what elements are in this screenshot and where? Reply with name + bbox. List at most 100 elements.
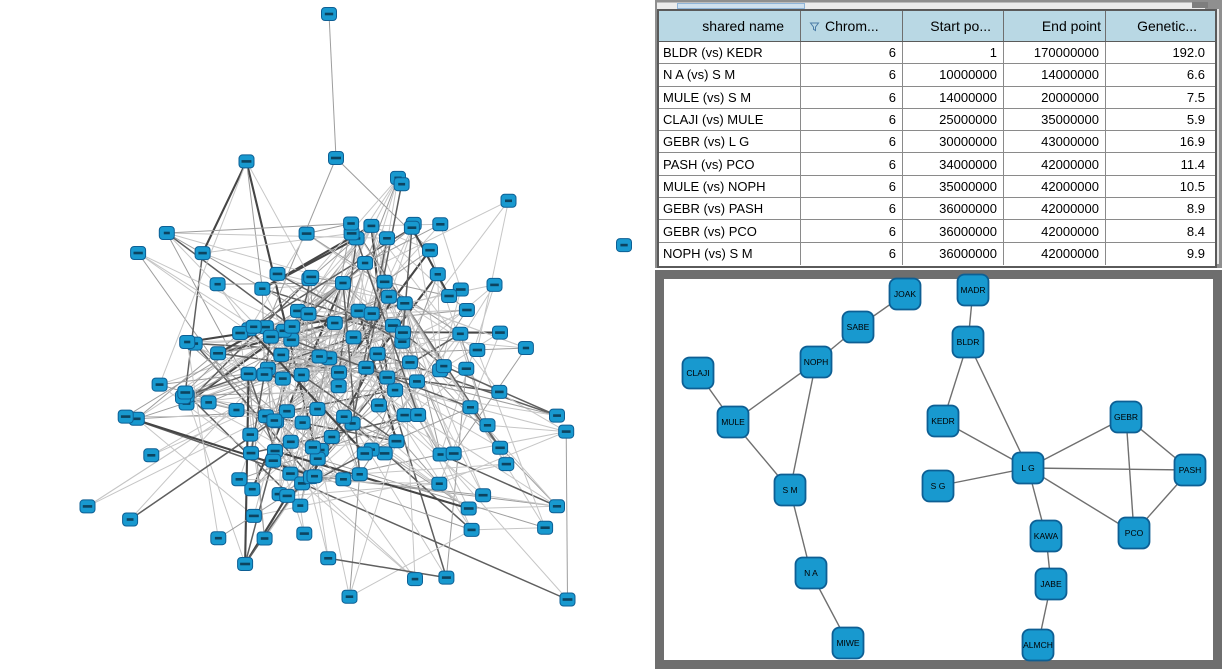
- column-header-0[interactable]: shared name: [659, 11, 801, 41]
- network-node[interactable]: [273, 347, 290, 362]
- network-node[interactable]: [122, 512, 139, 527]
- network-node[interactable]: [432, 217, 449, 232]
- table-cell[interactable]: 42000000: [1004, 198, 1106, 220]
- network-node[interactable]: [351, 467, 368, 482]
- network-node[interactable]: [245, 508, 262, 523]
- network-node[interactable]: [269, 266, 286, 281]
- node-jabe[interactable]: JABE: [1034, 567, 1068, 601]
- table-cell[interactable]: 36000000: [903, 220, 1004, 242]
- network-node[interactable]: [231, 472, 248, 487]
- table-cell[interactable]: 14000000: [903, 86, 1004, 108]
- table-cell[interactable]: 25000000: [903, 108, 1004, 131]
- network-node[interactable]: [293, 367, 310, 382]
- node-almch[interactable]: ALMCH: [1021, 628, 1055, 662]
- table-cell[interactable]: 5.9: [1186, 112, 1205, 128]
- node-bldr[interactable]: BLDR: [951, 325, 985, 359]
- network-node[interactable]: [335, 472, 352, 487]
- network-node[interactable]: [458, 303, 475, 317]
- network-node[interactable]: [407, 572, 423, 587]
- table-cell[interactable]: 6: [801, 153, 903, 175]
- network-node[interactable]: [479, 418, 496, 433]
- node-l-g[interactable]: L G: [1011, 451, 1045, 485]
- network-node[interactable]: [393, 177, 410, 192]
- network-node[interactable]: [304, 440, 321, 455]
- network-node[interactable]: [242, 427, 259, 442]
- network-node[interactable]: [492, 440, 509, 455]
- table-cell[interactable]: 8.4: [1186, 223, 1205, 239]
- table-cell[interactable]: 43000000: [1004, 131, 1106, 153]
- network-node[interactable]: [387, 383, 404, 398]
- network-node[interactable]: [200, 395, 217, 410]
- network-node[interactable]: [486, 277, 503, 292]
- network-node[interactable]: [549, 499, 565, 514]
- table-row[interactable]: BLDR (vs) KEDR 6 1 170000000 192.0: [659, 42, 1215, 65]
- node-kawa[interactable]: KAWA: [1029, 519, 1063, 553]
- network-node[interactable]: [151, 377, 168, 392]
- network-node[interactable]: [396, 296, 413, 311]
- network-node[interactable]: [274, 371, 291, 386]
- table-row[interactable]: GEBR (vs) PCO 6 36000000 42000000 8.4: [659, 220, 1215, 243]
- network-node[interactable]: [409, 374, 425, 389]
- network-node[interactable]: [279, 404, 295, 419]
- table-row[interactable]: GEBR (vs) PASH 6 36000000 42000000 8.9: [659, 198, 1215, 221]
- table-cell[interactable]: 6: [801, 131, 903, 153]
- network-node[interactable]: [396, 408, 413, 423]
- network-node[interactable]: [284, 319, 301, 334]
- network-node[interactable]: [469, 343, 486, 357]
- network-node[interactable]: [341, 589, 358, 604]
- network-node[interactable]: [300, 306, 317, 321]
- network-node[interactable]: [117, 409, 134, 424]
- network-node[interactable]: [323, 430, 340, 444]
- network-node[interactable]: [292, 498, 309, 513]
- network-node[interactable]: [462, 400, 479, 415]
- network-node[interactable]: [435, 359, 452, 374]
- network-node[interactable]: [395, 325, 411, 340]
- table-row[interactable]: GEBR (vs) L G 6 30000000 43000000 16.9: [659, 131, 1215, 154]
- network-node[interactable]: [616, 238, 632, 253]
- network-node[interactable]: [345, 330, 362, 345]
- table-cell[interactable]: 42000000: [1004, 220, 1106, 242]
- node-pco[interactable]: PCO: [1117, 516, 1151, 550]
- network-node[interactable]: [559, 592, 576, 607]
- table-row[interactable]: PASH (vs) PCO 6 34000000 42000000 11.4: [659, 153, 1215, 176]
- network-node[interactable]: [492, 325, 508, 340]
- edge-GEBR-PCO[interactable]: [1125, 416, 1135, 534]
- table-cell[interactable]: 7.5: [1186, 89, 1205, 105]
- column-header-2[interactable]: Start po...: [903, 11, 1004, 41]
- network-node[interactable]: [321, 7, 337, 21]
- node-s-g[interactable]: S G: [921, 469, 955, 503]
- edge-LG-PASH[interactable]: [1027, 467, 1191, 471]
- node-pash[interactable]: PASH: [1173, 453, 1207, 487]
- table-cell[interactable]: 8.9: [1186, 201, 1205, 217]
- network-node[interactable]: [402, 355, 418, 370]
- node-miwe[interactable]: MIWE: [831, 626, 865, 660]
- network-node[interactable]: [279, 488, 296, 503]
- table-row[interactable]: CLAJI (vs) MULE 6 25000000 35000000 5.9: [659, 108, 1215, 132]
- network-node[interactable]: [422, 243, 438, 258]
- network-node[interactable]: [376, 274, 393, 289]
- table-cell[interactable]: 1: [903, 42, 1004, 64]
- network-node[interactable]: [232, 326, 249, 340]
- node-s-m[interactable]: S M: [773, 473, 807, 507]
- table-cell[interactable]: 11.4: [1180, 156, 1205, 172]
- edge-BLDR-LG[interactable]: [967, 341, 1029, 469]
- network-node[interactable]: [306, 469, 323, 484]
- network-node[interactable]: [379, 231, 395, 246]
- table-cell[interactable]: 42000000: [1004, 175, 1106, 198]
- network-node[interactable]: [369, 346, 386, 361]
- network-node[interactable]: [296, 526, 313, 541]
- network-node[interactable]: [549, 408, 565, 423]
- network-node[interactable]: [244, 482, 261, 497]
- table-cell[interactable]: 6: [801, 64, 903, 86]
- node-madr[interactable]: MADR: [956, 273, 990, 307]
- table-cell[interactable]: 6: [801, 175, 903, 198]
- network-node[interactable]: [379, 370, 396, 385]
- network-node[interactable]: [256, 531, 273, 546]
- table-cell[interactable]: 36000000: [903, 242, 1004, 265]
- table-cell[interactable]: MULE (vs) NOPH: [659, 175, 801, 198]
- table-cell[interactable]: CLAJI (vs) MULE: [659, 108, 801, 131]
- network-node[interactable]: [336, 409, 353, 424]
- table-cell[interactable]: GEBR (vs) L G: [659, 131, 801, 153]
- network-node[interactable]: [460, 501, 477, 516]
- network-node[interactable]: [558, 424, 575, 439]
